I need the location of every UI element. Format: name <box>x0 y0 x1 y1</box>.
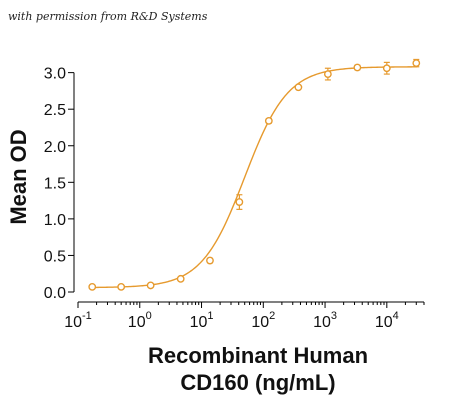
data-point <box>117 282 126 291</box>
data-point <box>323 70 332 78</box>
data-point <box>412 59 421 68</box>
x-tick-label: 104 <box>375 310 399 331</box>
y-tick-label: 1.5 <box>44 175 66 192</box>
y-tick-label: 2.0 <box>44 139 66 156</box>
data-point <box>264 116 273 125</box>
data-point <box>294 83 303 92</box>
data-point <box>176 274 185 283</box>
x-tick-label: 100 <box>128 310 152 331</box>
x-axis-title-line1: Recombinant Human <box>148 343 368 368</box>
y-tick-label: 3.0 <box>44 66 66 83</box>
y-axis-title: Mean OD <box>6 129 31 224</box>
data-point <box>206 256 214 265</box>
y-tick-label: 0.0 <box>44 285 66 302</box>
x-tick-label: 101 <box>190 310 214 331</box>
x-tick-label: 102 <box>251 310 275 331</box>
x-tick-label: 10-1 <box>64 310 92 331</box>
credit-note: with permission from R&D Systems <box>8 10 208 23</box>
fit-curve-layer <box>90 66 418 289</box>
data-points-layer <box>88 58 421 291</box>
y-tick-label: 1.0 <box>44 212 66 229</box>
data-point <box>353 63 362 72</box>
data-point <box>382 64 391 73</box>
x-axis-title-line2: CD160 (ng/mL) <box>180 370 335 395</box>
x-tick-label: 103 <box>313 310 337 331</box>
axes: 0.0 0.5 1.0 1.5 2.0 2.5 3.0 10-1 100 101 102 103 104 <box>44 66 425 331</box>
y-tick-label: 2.5 <box>44 102 66 119</box>
data-point <box>235 198 244 206</box>
data-point <box>88 282 97 291</box>
fit-curve <box>90 66 418 289</box>
y-tick-label: 0.5 <box>44 248 66 265</box>
data-point <box>146 281 155 290</box>
